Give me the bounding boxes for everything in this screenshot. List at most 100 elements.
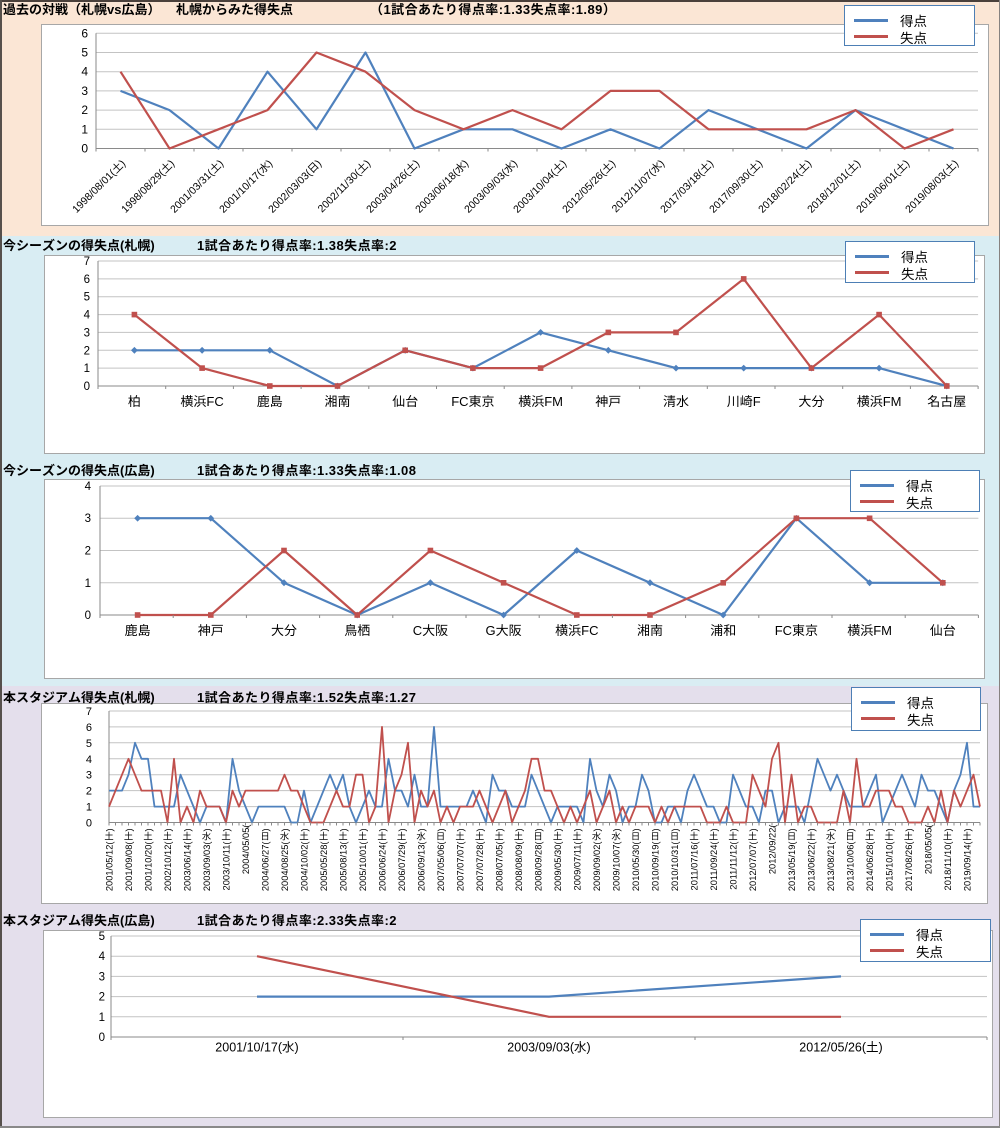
- svg-text:2011/07/16(: 2011/07/16(: [686, 841, 700, 891]
- svg-text:2018/05/05(: 2018/05/05(: [921, 824, 935, 875]
- svg-text:): ): [881, 828, 895, 831]
- svg-text:2001/10/20(: 2001/10/20(: [140, 841, 154, 892]
- svg-text:2009/05/30(: 2009/05/30(: [550, 841, 564, 892]
- svg-text:土: 土: [475, 829, 484, 843]
- svg-text:2012/09/22(: 2012/09/22(: [765, 824, 779, 875]
- svg-text:0: 0: [99, 1029, 105, 1045]
- svg-text:2006/09/13(: 2006/09/13(: [413, 841, 427, 892]
- svg-text:1: 1: [99, 1009, 105, 1025]
- svg-text:5: 5: [86, 735, 92, 751]
- svg-text:土: 土: [904, 829, 913, 843]
- svg-text:): ): [959, 828, 973, 831]
- svg-text:3: 3: [86, 767, 92, 783]
- svg-text:): ): [940, 828, 954, 831]
- svg-text:鳥栖: 鳥栖: [344, 620, 370, 639]
- svg-text:7: 7: [84, 253, 90, 269]
- svg-text:神戸: 神戸: [198, 620, 224, 639]
- svg-text:仙台: 仙台: [930, 620, 956, 639]
- svg-text:横浜FM: 横浜FM: [857, 391, 902, 410]
- svg-text:): ): [257, 828, 271, 831]
- svg-text:大分: 大分: [798, 391, 824, 410]
- svg-text:2013/08/21(: 2013/08/21(: [823, 841, 837, 892]
- svg-text:): ): [335, 828, 349, 831]
- svg-text:2003/06/14(: 2003/06/14(: [179, 841, 193, 892]
- svg-text:2: 2: [81, 101, 88, 118]
- svg-text:水: 水: [416, 829, 426, 843]
- svg-text:): ): [862, 828, 876, 831]
- svg-text:2011/11/12(: 2011/11/12(: [725, 841, 739, 890]
- svg-text:土: 土: [397, 829, 406, 843]
- svg-text:): ): [160, 828, 174, 831]
- svg-text:水: 水: [280, 829, 290, 843]
- svg-text:名古屋: 名古屋: [927, 391, 966, 410]
- svg-text:): ): [803, 828, 817, 831]
- svg-text:土: 土: [572, 829, 581, 843]
- svg-text:2009/10/07(: 2009/10/07(: [608, 841, 622, 892]
- svg-text:日: 日: [787, 829, 796, 843]
- svg-text:2006/06/24(: 2006/06/24(: [374, 841, 388, 892]
- svg-text:2015/10/10(: 2015/10/10(: [881, 841, 895, 892]
- svg-text:): ): [316, 828, 330, 831]
- svg-text:): ): [569, 828, 583, 831]
- svg-text:横浜FM: 横浜FM: [847, 620, 892, 639]
- svg-text:): ): [725, 828, 739, 831]
- svg-text:): ): [491, 828, 505, 831]
- svg-text:水: 水: [202, 829, 212, 843]
- svg-text:日: 日: [845, 829, 854, 843]
- svg-text:土: 土: [221, 829, 230, 843]
- svg-text:土: 土: [943, 829, 952, 843]
- svg-text:日: 日: [436, 829, 445, 843]
- svg-text:2004/08/25(: 2004/08/25(: [277, 841, 291, 892]
- svg-text:2007/07/28(: 2007/07/28(: [472, 841, 486, 892]
- svg-text:神戸: 神戸: [595, 391, 621, 410]
- svg-text:日: 日: [260, 829, 269, 843]
- svg-text:2003/10/11(: 2003/10/11(: [218, 841, 232, 891]
- svg-text:水: 水: [611, 829, 621, 843]
- svg-text:2002/10/12(: 2002/10/12(: [160, 841, 174, 892]
- svg-text:川崎F: 川崎F: [727, 391, 761, 410]
- svg-text:): ): [784, 828, 798, 831]
- svg-text:日: 日: [670, 829, 679, 843]
- svg-text:2008/07/05(: 2008/07/05(: [491, 841, 505, 892]
- svg-text:2012/07/07(: 2012/07/07(: [745, 841, 759, 892]
- svg-text:0: 0: [84, 378, 90, 394]
- svg-text:2001/10/17(水): 2001/10/17(水): [215, 1037, 298, 1056]
- svg-text:G大阪: G大阪: [486, 620, 522, 639]
- svg-text:): ): [413, 828, 427, 831]
- svg-text:): ): [355, 828, 369, 831]
- svg-text:): ): [218, 828, 232, 831]
- svg-text:0: 0: [86, 815, 92, 831]
- svg-text:土: 土: [689, 829, 698, 843]
- svg-text:0: 0: [81, 140, 88, 157]
- svg-text:2006/07/29(: 2006/07/29(: [394, 841, 408, 892]
- svg-text:土: 土: [377, 829, 386, 843]
- svg-text:): ): [628, 828, 642, 831]
- svg-text:FC東京: FC東京: [775, 620, 818, 639]
- svg-text:2010/09/19(: 2010/09/19(: [647, 841, 661, 892]
- svg-text:大分: 大分: [271, 620, 297, 639]
- svg-text:): ): [433, 828, 447, 831]
- svg-text:): ): [140, 828, 154, 831]
- svg-text:2: 2: [86, 783, 92, 799]
- svg-text:2017/08/26(: 2017/08/26(: [901, 841, 915, 892]
- svg-text:1: 1: [85, 575, 91, 591]
- svg-text:2011/09/24(: 2011/09/24(: [706, 841, 720, 891]
- svg-text:土: 土: [884, 829, 893, 843]
- svg-text:2013/10/06(: 2013/10/06(: [842, 841, 856, 892]
- svg-text:2005/08/13(: 2005/08/13(: [335, 841, 349, 892]
- svg-text:2008/09/28(: 2008/09/28(: [530, 841, 544, 892]
- svg-text:2: 2: [99, 989, 105, 1005]
- svg-text:2005/10/01(: 2005/10/01(: [355, 841, 369, 892]
- svg-text:6: 6: [86, 719, 92, 735]
- svg-text:5: 5: [81, 44, 88, 61]
- svg-text:2013/06/22(: 2013/06/22(: [803, 841, 817, 892]
- svg-text:4: 4: [99, 948, 106, 964]
- svg-text:): ): [608, 828, 622, 831]
- svg-text:): ): [121, 828, 135, 831]
- svg-text:2003/09/03(水): 2003/09/03(水): [507, 1037, 590, 1056]
- svg-text:): ): [452, 828, 466, 831]
- svg-text:1: 1: [81, 120, 88, 137]
- svg-text:2009/09/02(: 2009/09/02(: [589, 841, 603, 892]
- svg-text:土: 土: [806, 829, 815, 843]
- svg-text:2019/09/14(: 2019/09/14(: [959, 841, 973, 892]
